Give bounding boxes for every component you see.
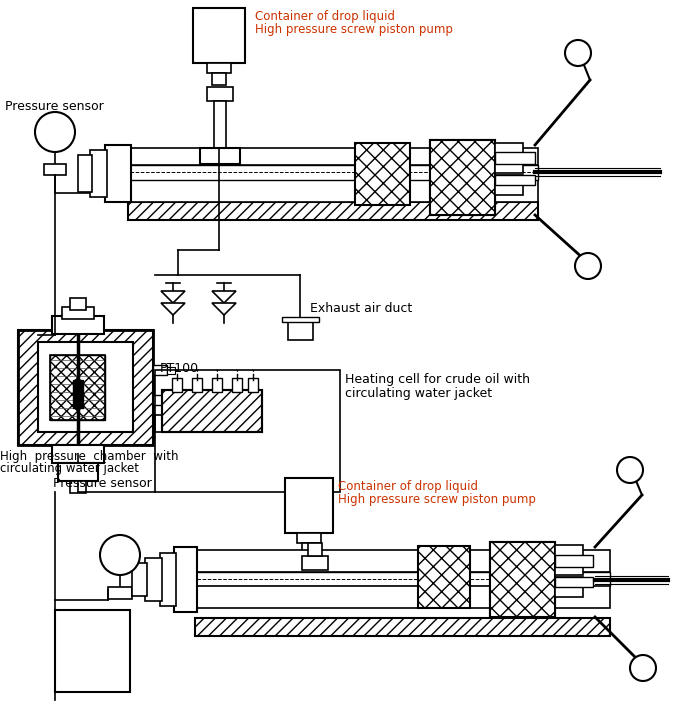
Bar xyxy=(58,463,98,481)
Polygon shape xyxy=(161,303,185,315)
Bar xyxy=(302,556,328,570)
Bar xyxy=(128,202,538,220)
Bar xyxy=(195,618,610,636)
Text: Pressure sensor: Pressure sensor xyxy=(5,100,104,113)
Bar xyxy=(495,152,535,164)
Bar xyxy=(418,546,470,608)
Bar xyxy=(192,378,202,392)
Bar xyxy=(232,378,242,392)
Bar xyxy=(90,150,107,197)
Bar xyxy=(62,307,94,319)
Bar xyxy=(288,320,313,340)
Bar xyxy=(18,330,153,445)
Bar xyxy=(62,463,94,475)
Bar xyxy=(162,390,262,432)
Polygon shape xyxy=(212,291,236,303)
Bar xyxy=(200,148,240,164)
Bar xyxy=(160,553,176,606)
Bar xyxy=(430,140,495,215)
Bar xyxy=(193,8,245,63)
Bar xyxy=(490,542,555,617)
Bar xyxy=(490,542,555,617)
Circle shape xyxy=(100,535,140,575)
Bar xyxy=(73,380,83,408)
Bar xyxy=(207,87,233,101)
Bar xyxy=(172,378,182,392)
Bar xyxy=(195,586,610,608)
Text: High pressure screw piston pump: High pressure screw piston pump xyxy=(338,493,536,506)
Bar xyxy=(555,577,583,597)
Bar xyxy=(128,148,538,165)
Bar xyxy=(430,140,495,215)
Circle shape xyxy=(617,457,643,483)
Bar xyxy=(418,546,470,608)
Bar xyxy=(70,298,86,310)
Bar xyxy=(167,367,175,374)
Bar xyxy=(490,542,555,617)
Bar xyxy=(153,365,167,375)
Bar xyxy=(44,164,66,175)
Circle shape xyxy=(630,655,656,681)
Text: Heating cell for crude oil with: Heating cell for crude oil with xyxy=(345,373,530,386)
Bar xyxy=(555,577,593,587)
Text: High pressure screw piston pump: High pressure screw piston pump xyxy=(255,23,453,36)
Bar xyxy=(282,317,319,322)
Bar xyxy=(355,143,410,205)
Bar xyxy=(162,390,262,432)
Bar xyxy=(430,140,495,215)
Bar xyxy=(495,175,523,195)
Bar xyxy=(50,355,105,420)
Text: Container of drop liquid: Container of drop liquid xyxy=(338,480,478,493)
Bar xyxy=(297,533,321,543)
Bar xyxy=(145,558,162,601)
Bar xyxy=(495,143,523,173)
Bar xyxy=(212,73,226,85)
Circle shape xyxy=(575,253,601,279)
Text: Container of drop liquid: Container of drop liquid xyxy=(255,10,395,23)
Bar xyxy=(70,481,86,493)
Bar xyxy=(105,145,131,202)
Text: circulating water jacket: circulating water jacket xyxy=(345,387,492,400)
Bar xyxy=(78,155,92,192)
Bar xyxy=(132,563,147,596)
Bar xyxy=(207,63,231,73)
Bar xyxy=(18,330,153,445)
Bar xyxy=(195,572,610,586)
Text: High  pressure  chamber  with: High pressure chamber with xyxy=(0,450,179,463)
Bar xyxy=(248,378,258,392)
Bar xyxy=(555,545,583,575)
Bar xyxy=(52,445,104,463)
Bar xyxy=(55,610,130,692)
Bar xyxy=(108,587,132,599)
Bar xyxy=(195,550,610,572)
Bar xyxy=(52,316,104,334)
Polygon shape xyxy=(212,303,236,315)
Bar xyxy=(155,370,340,492)
Bar xyxy=(153,395,167,405)
Bar xyxy=(285,478,333,533)
Bar xyxy=(38,342,133,432)
Bar xyxy=(50,355,105,420)
Bar xyxy=(128,180,538,202)
Text: Pressure sensor: Pressure sensor xyxy=(53,477,152,490)
Circle shape xyxy=(35,112,75,152)
Text: PT100: PT100 xyxy=(160,362,199,375)
Bar xyxy=(308,543,322,556)
Text: Exhaust air duct: Exhaust air duct xyxy=(310,302,412,315)
Circle shape xyxy=(565,40,591,66)
Polygon shape xyxy=(161,291,185,303)
Bar xyxy=(355,143,410,205)
Bar xyxy=(167,397,175,404)
Bar xyxy=(495,175,535,185)
Bar xyxy=(174,547,197,612)
Bar xyxy=(555,555,593,567)
Bar xyxy=(302,543,316,555)
Bar xyxy=(128,165,538,180)
Text: circulating water jacket: circulating water jacket xyxy=(0,462,139,475)
Bar xyxy=(212,378,222,392)
Bar xyxy=(214,101,226,151)
